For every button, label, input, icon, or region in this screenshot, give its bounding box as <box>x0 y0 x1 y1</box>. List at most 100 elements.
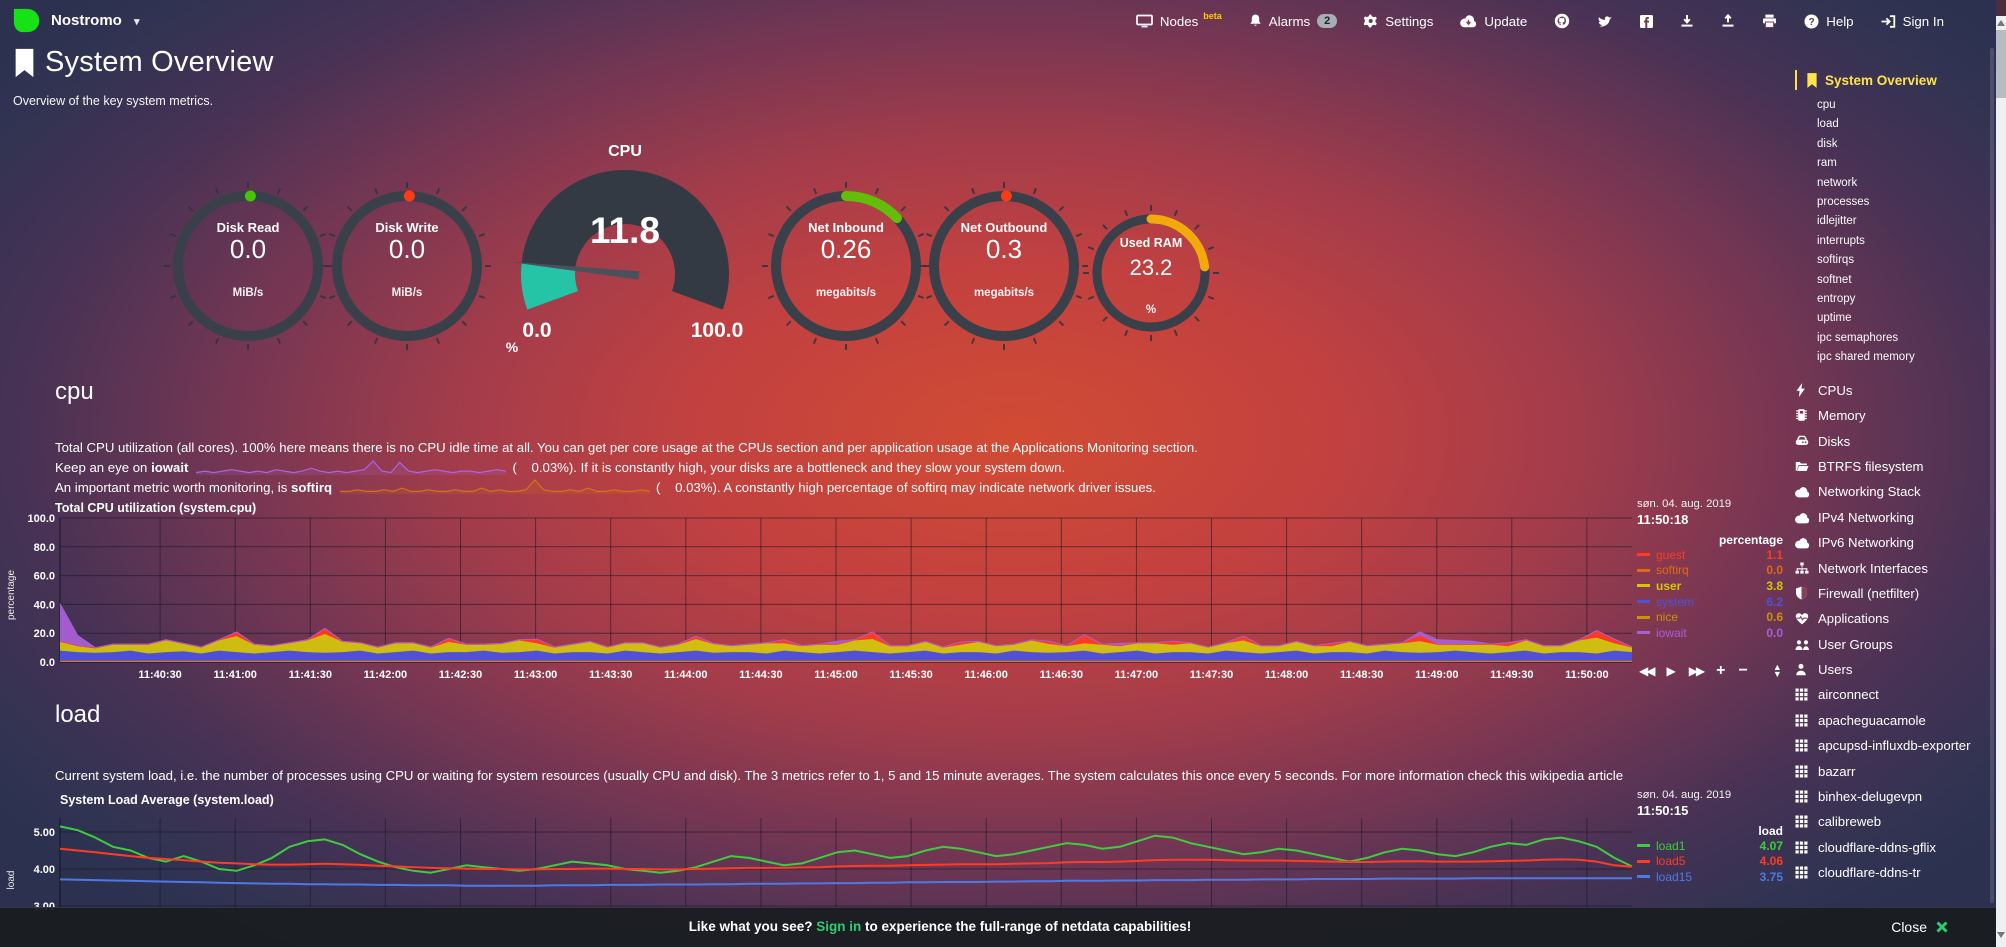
sidebar-subitem-processes[interactable]: processes <box>1817 196 1870 209</box>
sidebar-item-system-overview[interactable]: System Overview <box>1795 70 1981 90</box>
sidebar-item-users[interactable]: Users <box>1795 657 1981 682</box>
cloud-icon <box>1795 512 1810 524</box>
svg-text:11:44:30: 11:44:30 <box>739 669 782 681</box>
nav-export[interactable] <box>1680 14 1694 28</box>
sidebar-item-user-groups[interactable]: User Groups <box>1795 631 1981 656</box>
sidebar-item-calibreweb[interactable]: calibreweb <box>1795 809 1981 834</box>
svg-text:11:42:30: 11:42:30 <box>439 669 482 681</box>
legend-item-softirq[interactable]: softirq 0.0 <box>1637 563 1783 579</box>
bell-icon <box>1249 14 1262 28</box>
legend-item-load1[interactable]: load1 4.07 <box>1637 838 1783 854</box>
monitor-icon <box>1135 14 1153 28</box>
nav-alarms[interactable]: Alarms 2 <box>1249 14 1338 29</box>
legend-item-guest[interactable]: guest 1.1 <box>1637 547 1783 563</box>
legend-item-load5[interactable]: load5 4.06 <box>1637 854 1783 870</box>
nav-help[interactable]: ? Help <box>1804 14 1854 29</box>
sidebar-subitem-softnet[interactable]: softnet <box>1817 273 1852 286</box>
sidebar-subitem-ipc-shared-memory[interactable]: ipc shared memory <box>1817 351 1915 364</box>
sidebar-item-btrfs-filesystem[interactable]: BTRFS filesystem <box>1795 454 1981 479</box>
nav-settings[interactable]: Settings <box>1364 14 1433 29</box>
sidebar-subitem-idlejitter[interactable]: idlejitter <box>1817 215 1857 228</box>
legend-item-user[interactable]: user 3.8 <box>1637 578 1783 594</box>
banner-close-button[interactable]: Close <box>1891 919 1948 935</box>
legend-dash-icon <box>1637 584 1650 588</box>
softirq-sparkline <box>340 478 651 495</box>
sidebar-item-bazarr[interactable]: bazarr <box>1795 758 1981 783</box>
scroll-up-icon[interactable] <box>1997 20 2005 26</box>
sidebar-item-ipv6-networking[interactable]: IPv6 Networking <box>1795 530 1981 555</box>
legend-item-iowait[interactable]: iowait 0.0 <box>1637 625 1783 641</box>
sidebar-item-memory[interactable]: Memory <box>1795 403 1981 428</box>
net-inbound-gauge[interactable]: Net Inbound 0.26 megabits/s <box>758 178 934 354</box>
nav-twitter[interactable] <box>1597 14 1613 28</box>
netdata-logo-icon[interactable] <box>10 6 41 35</box>
memory-icon <box>1795 408 1810 422</box>
sidebar-item-networking-stack[interactable]: Networking Stack <box>1795 479 1981 504</box>
signin-link[interactable]: Sign in <box>816 919 862 934</box>
nav-signin[interactable]: Sign In <box>1881 14 1944 29</box>
disk-read-gauge[interactable]: Disk Read 0.0 MiB/s <box>160 178 336 354</box>
chart-date: søn. 04. aug. 2019 <box>1637 789 1732 801</box>
sidebar-item-apcupsd-influxdb-exporter[interactable]: apcupsd-influxdb-exporter <box>1795 733 1981 758</box>
sidebar-subitem-cpu[interactable]: cpu <box>1817 99 1836 111</box>
sidebar-subitem-uptime[interactable]: uptime <box>1817 312 1852 325</box>
nav-facebook[interactable] <box>1640 14 1654 28</box>
sidebar-item-network-interfaces[interactable]: Network Interfaces <box>1795 555 1981 580</box>
legend-dash-icon <box>1637 600 1650 604</box>
scrollbar-thumb[interactable] <box>1996 30 2006 98</box>
sidebar-subitem-load[interactable]: load <box>1817 118 1839 131</box>
load-chart-legend: søn. 04. aug. 2019 11:50:15 load load1 4.07 l… <box>1637 789 1783 885</box>
svg-text:11:47:00: 11:47:00 <box>1115 669 1158 681</box>
chart-time: 11:50:18 <box>1637 512 1689 527</box>
nav-print[interactable] <box>1762 14 1777 28</box>
hostname-menu[interactable]: Nostromo ▾ <box>51 12 140 29</box>
sidebar-subitem-interrupts[interactable]: interrupts <box>1817 234 1865 247</box>
sidebar-subitem-entropy[interactable]: entropy <box>1817 293 1856 306</box>
disk-write-gauge[interactable]: Disk Write 0.0 MiB/s <box>319 178 495 354</box>
cpu-chart-toolbar: ◀◀ ▶ ▶▶ + − ▲ ▼ <box>1639 662 1782 680</box>
sidebar-item-ipv4-networking[interactable]: IPv4 Networking <box>1795 505 1981 530</box>
svg-text:11:49:30: 11:49:30 <box>1490 669 1533 681</box>
sidebar-subitem-softirqs[interactable]: softirqs <box>1817 254 1855 267</box>
sidebar-item-applications[interactable]: Applications <box>1795 606 1981 631</box>
resize-icon[interactable]: ▲ ▼ <box>1772 662 1782 679</box>
nav-import[interactable] <box>1721 14 1735 28</box>
cpu-chart[interactable]: Total CPU utilization (system.cpu) 11:40… <box>0 495 1785 690</box>
svg-text:11:45:30: 11:45:30 <box>889 669 932 681</box>
cloud-icon <box>1795 487 1810 498</box>
sidebar-item-airconnect[interactable]: airconnect <box>1795 682 1981 707</box>
nav-github[interactable] <box>1554 13 1570 29</box>
net-outbound-gauge[interactable]: Net Outbound 0.3 megabits/s <box>916 178 1092 354</box>
legend-item-nice[interactable]: nice 0.6 <box>1637 609 1783 625</box>
sidebar-scrollbar[interactable] <box>1990 48 1994 903</box>
cpu-gauge[interactable]: CPU 11.8 0.0 100.0% <box>500 115 750 380</box>
nav-nodes[interactable]: Nodes beta <box>1135 11 1222 29</box>
used-ram-gauge[interactable]: Used RAM 23.2% <box>1081 203 1221 343</box>
page-scrollbar[interactable] <box>1996 0 2006 947</box>
sidebar-item-apacheguacamole[interactable]: apacheguacamole <box>1795 708 1981 733</box>
gauge-label: Disk Write <box>375 220 439 235</box>
zoom-in-icon[interactable]: + <box>1716 662 1726 679</box>
zoom-out-icon[interactable]: − <box>1738 662 1748 679</box>
sidebar-subitem-ipc-semaphores[interactable]: ipc semaphores <box>1817 331 1899 344</box>
pan-forward-icon[interactable]: ▶▶ <box>1688 664 1706 678</box>
sidebar-item-cpus[interactable]: CPUs <box>1795 378 1981 403</box>
chart-time: 11:50:15 <box>1637 803 1689 818</box>
sidebar-item-binhex-delugevpn[interactable]: binhex-delugevpn <box>1795 784 1981 809</box>
pan-backward-icon[interactable]: ◀◀ <box>1639 664 1656 678</box>
sidebar-subitem-network[interactable]: network <box>1817 176 1858 189</box>
sidebar-subitem-ram[interactable]: ram <box>1817 157 1837 170</box>
sidebar-item-cloudflare-ddns-gflix[interactable]: cloudflare-ddns-gflix <box>1795 834 1981 859</box>
nav-update[interactable]: Update <box>1460 14 1527 29</box>
sidebar-subitem-disk[interactable]: disk <box>1817 137 1838 150</box>
sidebar-item-disks[interactable]: Disks <box>1795 428 1981 453</box>
user-group-icon <box>1795 639 1810 651</box>
legend-item-system[interactable]: system 6.2 <box>1637 594 1783 610</box>
signin-banner-message: Like what you see? Sign in to experience… <box>688 919 1192 934</box>
legend-item-load15[interactable]: load15 3.75 <box>1637 869 1783 885</box>
heartbeat-icon <box>1795 612 1810 625</box>
sidebar-item-cloudflare-ddns-tr[interactable]: cloudflare-ddns-tr <box>1795 860 1981 885</box>
sidebar-item-firewall-netfilter-[interactable]: Firewall (netfilter) <box>1795 581 1981 606</box>
scroll-down-icon[interactable] <box>1997 932 2005 938</box>
play-icon[interactable]: ▶ <box>1666 664 1676 678</box>
